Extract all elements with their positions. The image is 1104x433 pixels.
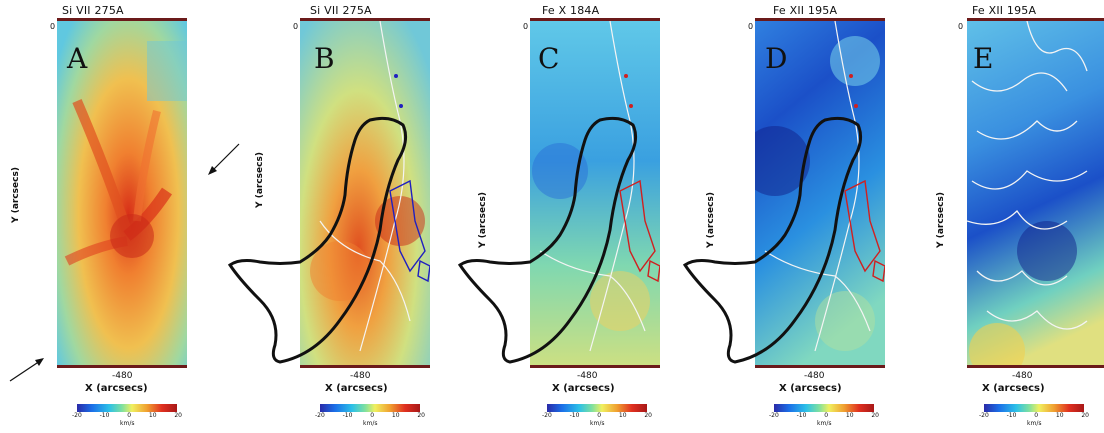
arrow-icon	[208, 143, 240, 175]
x-tick-label: -480	[804, 371, 825, 381]
panel-title: Si VII 275A	[62, 4, 124, 17]
colorbar-unit: km/s	[817, 420, 832, 427]
colorbar	[320, 404, 420, 412]
panel-letter: C	[538, 42, 560, 75]
y-axis-label: Y (arcsecs)	[935, 192, 946, 248]
colorbar-unit: km/s	[120, 420, 135, 427]
cbar-tick: -10	[99, 412, 110, 419]
y-origin-label: 0	[958, 22, 964, 31]
cbar-tick: -10	[1006, 412, 1017, 419]
colorbar-ticks: -20 -10 0 10 20	[542, 412, 652, 419]
colorbar	[547, 404, 647, 412]
panel-letter: A	[67, 42, 88, 75]
cbar-tick: -20	[315, 412, 325, 419]
cbar-tick: 20	[644, 412, 652, 419]
cbar-tick: 0	[824, 412, 829, 419]
panel-a: Si VII 275A 0 Y (arcsecs) A -480 X (ar	[0, 0, 200, 433]
colorbar-unit: km/s	[1027, 420, 1042, 427]
x-axis-label: X (arcsecs)	[325, 383, 388, 394]
x-tick-label: -480	[112, 371, 133, 381]
cbar-tick: -20	[542, 412, 552, 419]
doppler-map	[755, 18, 885, 368]
doppler-map	[530, 18, 660, 368]
panel-title: Fe X 184A	[542, 4, 600, 17]
x-tick-label: -480	[1012, 371, 1033, 381]
y-origin-label: 0	[50, 22, 56, 31]
x-axis-label: X (arcsecs)	[982, 383, 1045, 394]
cbar-tick: -10	[796, 412, 807, 419]
map-image	[755, 21, 885, 365]
colorbar-ticks: -20 -10 0 10 20	[769, 412, 879, 419]
cbar-tick: 20	[417, 412, 425, 419]
cbar-tick: 0	[370, 412, 375, 419]
panel-c: Fe X 184A 0 Y (arcsecs) C	[450, 0, 680, 433]
cbar-tick: 10	[391, 412, 400, 419]
map-image	[967, 21, 1104, 365]
cbar-tick: 20	[174, 412, 182, 419]
cbar-tick: -10	[342, 412, 353, 419]
x-axis-label: X (arcsecs)	[779, 383, 842, 394]
panel-letter: E	[973, 42, 994, 75]
x-tick-label: -480	[577, 371, 598, 381]
x-tick-label: -480	[350, 371, 371, 381]
map-image	[530, 21, 660, 365]
doppler-map	[967, 18, 1104, 368]
panel-title: Si VII 275A	[310, 4, 372, 17]
cbar-tick: 20	[871, 412, 879, 419]
cbar-tick: 20	[1081, 412, 1089, 419]
cbar-tick: -20	[769, 412, 779, 419]
y-origin-label: 0	[748, 22, 754, 31]
cbar-tick: 0	[1034, 412, 1039, 419]
x-axis-label: X (arcsecs)	[85, 383, 148, 394]
panel-letter: B	[314, 42, 335, 75]
doppler-map	[300, 18, 430, 368]
panel-b: Si VII 275A 0 Y (arcsecs) B	[220, 0, 450, 433]
cbar-tick: 10	[845, 412, 854, 419]
doppler-map	[57, 18, 187, 368]
colorbar-unit: km/s	[590, 420, 605, 427]
cbar-tick: 0	[597, 412, 602, 419]
y-origin-label: 0	[523, 22, 529, 31]
cbar-tick: -20	[72, 412, 82, 419]
panel-title: Fe XII 195A	[773, 4, 838, 17]
colorbar-unit: km/s	[363, 420, 378, 427]
y-origin-label: 0	[293, 22, 299, 31]
black-contour	[227, 116, 408, 364]
y-axis-label: Y (arcsecs)	[10, 167, 21, 223]
cbar-tick: 0	[127, 412, 132, 419]
black-contour	[457, 116, 638, 364]
colorbar	[984, 404, 1084, 412]
panel-title: Fe XII 195A	[972, 4, 1037, 17]
arrow-icon	[9, 358, 44, 382]
panel-d: Fe XII 195A 0 Y (arcsecs)	[675, 0, 905, 433]
x-axis-label: X (arcsecs)	[552, 383, 615, 394]
colorbar-ticks: -20 -10 0 10 20	[979, 412, 1089, 419]
cbar-tick: 10	[618, 412, 627, 419]
colorbar	[77, 404, 177, 412]
black-contour	[682, 116, 863, 364]
map-image	[57, 21, 187, 365]
colorbar-ticks: -20 -10 0 10 20	[315, 412, 425, 419]
map-image	[300, 21, 430, 365]
panel-e: Fe XII 195A 0 Y (arcsecs)	[930, 0, 1104, 433]
cbar-tick: -10	[569, 412, 580, 419]
panel-letter: D	[765, 42, 788, 75]
cbar-tick: 10	[1055, 412, 1064, 419]
colorbar	[774, 404, 874, 412]
cbar-tick: -20	[979, 412, 989, 419]
colorbar-ticks: -20 -10 0 10 20	[72, 412, 182, 419]
cbar-tick: 10	[148, 412, 157, 419]
